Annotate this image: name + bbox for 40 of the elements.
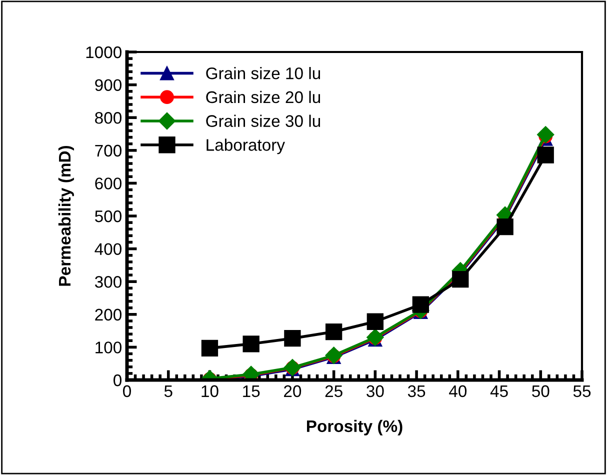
point xyxy=(366,313,384,330)
x-tick-label: 25 xyxy=(325,385,342,398)
x-axis-title: Porosity (%) xyxy=(307,420,402,436)
y-tick-label: 300 xyxy=(94,276,122,288)
y-tick-label: 400 xyxy=(94,243,122,256)
point xyxy=(496,218,514,236)
x-tick-label: 15 xyxy=(243,385,260,398)
legend-label: Grain size 10 lu xyxy=(206,67,320,80)
y-tick-label: 900 xyxy=(95,79,122,92)
x-tick-label: 55 xyxy=(573,385,591,398)
x-tick-label: 10 xyxy=(202,385,218,398)
x-tick-label: 40 xyxy=(449,385,467,398)
point xyxy=(242,336,260,352)
point xyxy=(325,323,342,340)
x-tick-label: 5 xyxy=(164,385,172,398)
y-tick-label: 800 xyxy=(95,112,122,124)
point xyxy=(537,126,554,144)
x-tick-label: 30 xyxy=(366,385,384,398)
point xyxy=(452,270,469,288)
y-tick-label: 700 xyxy=(95,144,122,157)
x-tick-label: 0 xyxy=(123,385,131,398)
y-tick-label: 200 xyxy=(95,308,122,321)
legend-label: Grain size 30 lu xyxy=(206,114,320,127)
y-tick-label: 0 xyxy=(114,374,122,386)
point xyxy=(537,146,554,164)
legend-label: Laboratory xyxy=(206,138,285,154)
x-tick-label: 45 xyxy=(490,385,508,398)
y-tick-label: 600 xyxy=(95,178,122,190)
point xyxy=(366,328,384,346)
y-tick-label: 1000 xyxy=(86,46,122,58)
x-tick-label: 35 xyxy=(408,385,426,398)
x-tick-label: 20 xyxy=(284,385,302,398)
legend-label: Grain size 20 lu xyxy=(206,90,320,104)
y-tick-label: 100 xyxy=(96,342,122,354)
y-axis-title: Permeability (mD) xyxy=(58,146,74,286)
point xyxy=(201,340,218,357)
y-tick-label: 500 xyxy=(95,210,122,222)
point xyxy=(284,330,301,347)
point xyxy=(325,346,342,364)
x-tick-label: 50 xyxy=(532,385,550,398)
